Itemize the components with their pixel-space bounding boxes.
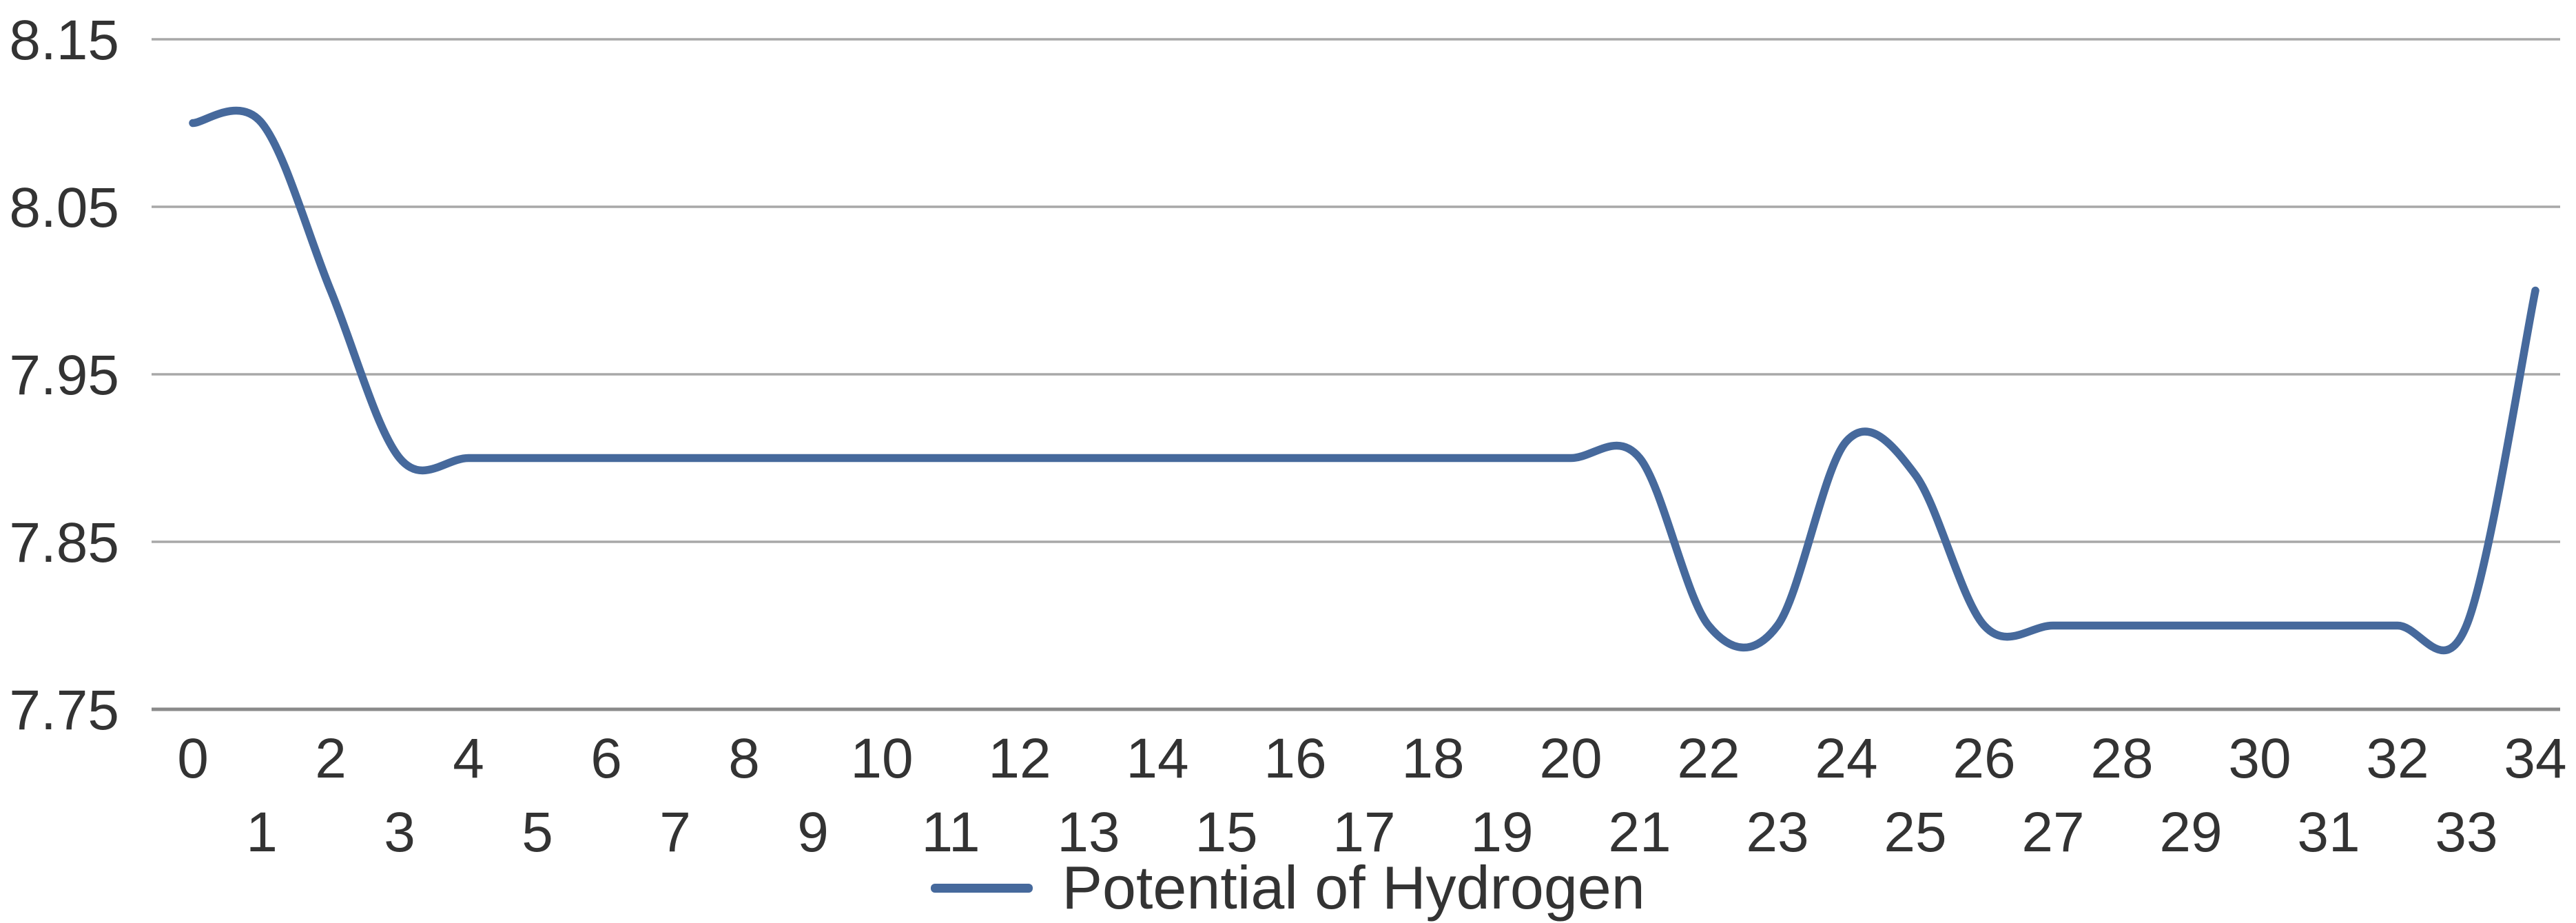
x-tick-label: 15 [1195,801,1257,864]
x-tick-label: 7 [659,801,691,864]
x-tick-label: 3 [384,801,415,864]
x-tick-label: 4 [453,727,484,790]
x-tick-label: 23 [1746,801,1809,864]
x-tick-label: 26 [1952,727,2015,790]
x-tick-label: 27 [2021,801,2084,864]
y-tick-label: 8.15 [9,9,119,72]
x-tick-label: 21 [1608,801,1671,864]
legend-label: Potential of Hydrogen [1062,853,1645,922]
y-tick-label: 7.75 [9,679,119,742]
y-axis-tick-labels: 8.15 8.05 7.95 7.85 7.75 [9,9,119,742]
x-tick-label: 5 [522,801,553,864]
x-tick-label: 8 [728,727,760,790]
x-tick-label: 0 [177,727,209,790]
legend: Potential of Hydrogen [0,853,2576,922]
x-tick-label: 14 [1126,727,1188,790]
data-series-line [189,106,2539,655]
x-tick-label: 1 [246,801,278,864]
x-tick-label: 32 [2366,727,2429,790]
y-tick-label: 8.05 [9,176,119,239]
x-tick-label: 24 [1815,727,1877,790]
x-tick-label: 25 [1884,801,1946,864]
x-tick-label: 12 [988,727,1051,790]
x-tick-label: 33 [2435,801,2497,864]
x-axis-tick-labels: 0123456789101112131415161718192021222324… [177,727,2566,864]
x-tick-label: 22 [1677,727,1740,790]
x-tick-label: 10 [850,727,913,790]
legend-line-sample-icon [931,883,1033,893]
x-tick-label: 2 [315,727,347,790]
gridlines-group [152,38,2560,711]
x-tick-label: 30 [2228,727,2291,790]
y-tick-label: 7.95 [9,344,119,407]
x-tick-label: 31 [2297,801,2360,864]
x-tick-label: 19 [1470,801,1533,864]
x-tick-label: 17 [1332,801,1395,864]
x-tick-label: 18 [1401,727,1464,790]
x-tick-label: 29 [2159,801,2222,864]
x-tick-label: 9 [797,801,829,864]
x-tick-label: 20 [1539,727,1602,790]
x-tick-label: 34 [2504,727,2566,790]
x-tick-label: 28 [2090,727,2153,790]
x-tick-label: 13 [1057,801,1120,864]
x-tick-label: 11 [921,801,980,864]
x-tick-label: 6 [590,727,622,790]
x-tick-label: 16 [1264,727,1326,790]
y-tick-label: 7.85 [9,511,119,574]
